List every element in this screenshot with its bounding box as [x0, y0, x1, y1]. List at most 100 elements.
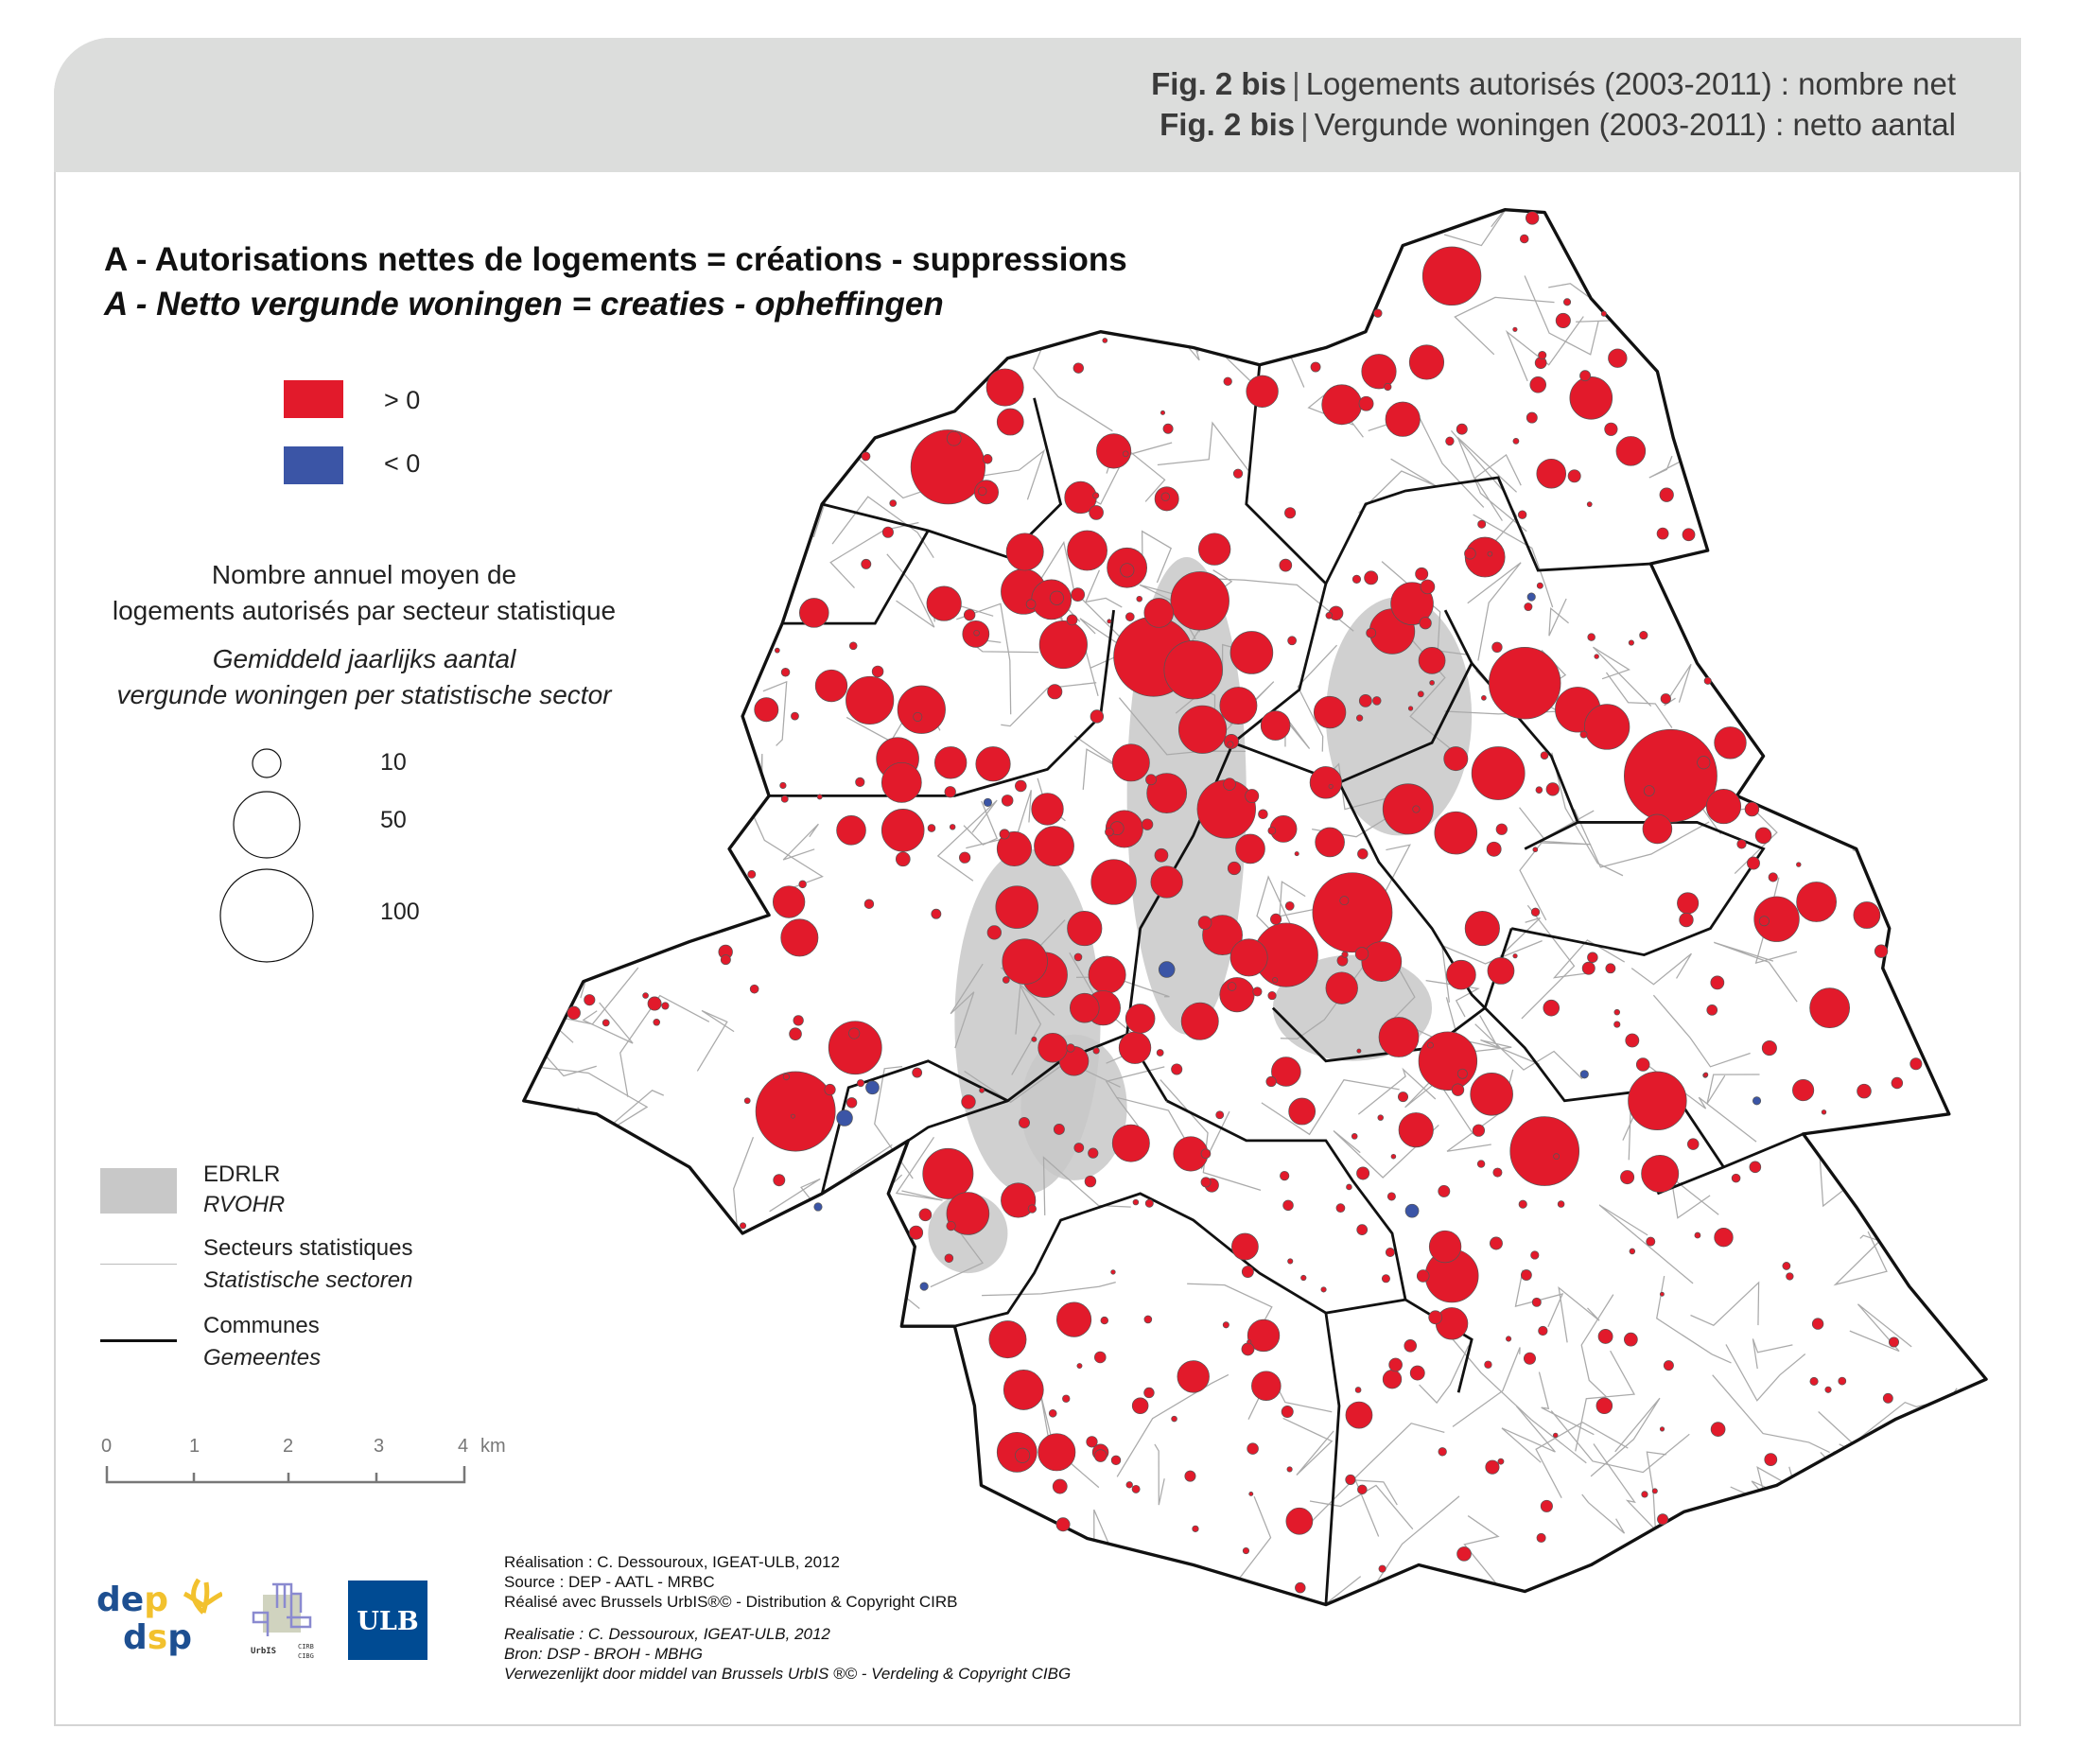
- positive-circle: [1536, 582, 1543, 589]
- positive-circle: [720, 954, 731, 966]
- positive-circle: [1557, 1200, 1565, 1208]
- sector-boundary: [1734, 807, 1778, 875]
- positive-circle: [895, 851, 911, 867]
- size-label-50: 50: [380, 807, 407, 833]
- sector-boundary: [1354, 1479, 1398, 1537]
- positive-circle: [1749, 1161, 1762, 1174]
- positive-circle: [846, 1097, 858, 1109]
- positive-circle: [1486, 841, 1502, 857]
- positive-circle: [1160, 410, 1165, 415]
- sector-boundary: [1580, 1294, 1614, 1398]
- positive-circle: [1641, 1491, 1648, 1498]
- sector-boundary: [1770, 424, 1833, 487]
- sector-boundary: [671, 1474, 768, 1528]
- positive-circle: [1385, 401, 1421, 437]
- positive-circle: [1171, 1415, 1177, 1423]
- positive-circle: [1485, 1459, 1500, 1475]
- sector-boundary: [1154, 1443, 1165, 1506]
- positive-circle: [1271, 1057, 1301, 1087]
- sector-boundary: [1646, 1451, 1666, 1529]
- positive-circle: [881, 809, 925, 852]
- positive-circle: [1002, 938, 1048, 985]
- legend-edrlr-fr: EDRLR: [203, 1161, 281, 1187]
- positive-circle: [1003, 1370, 1044, 1410]
- positive-circle: [1227, 861, 1242, 876]
- sector-boundary: [1431, 1314, 1587, 1464]
- size-label-10: 10: [380, 749, 407, 776]
- sector-boundary: [1922, 974, 1971, 1038]
- positive-circle: [1660, 693, 1671, 705]
- sector-boundary: [1933, 493, 1987, 637]
- positive-circle: [772, 885, 806, 918]
- positive-circle: [780, 918, 819, 957]
- positive-circle: [1247, 1339, 1252, 1345]
- positive-circle: [1398, 1112, 1434, 1148]
- positive-circle: [1260, 710, 1291, 741]
- positive-circle: [816, 794, 823, 800]
- sector-boundary: [1872, 262, 1980, 308]
- positive-circle: [1328, 783, 1334, 789]
- sector-boundary: [1358, 458, 1438, 514]
- legend-edrlr-swatch: [100, 1168, 177, 1214]
- scale-unit: km: [480, 1436, 506, 1457]
- positive-circle: [1451, 1083, 1465, 1096]
- positive-circle: [1358, 395, 1374, 411]
- sector-boundary: [715, 1489, 790, 1541]
- positive-circle: [1909, 1057, 1923, 1071]
- positive-circle: [1579, 730, 1588, 739]
- positive-circle: [1361, 354, 1397, 390]
- sector-boundary: [895, 1136, 943, 1201]
- legend-communes-line: [100, 1339, 177, 1342]
- positive-circle: [1364, 570, 1379, 585]
- sector-boundary: [1731, 628, 1854, 734]
- negative-circle: [1752, 1096, 1762, 1106]
- sector-boundary: [1552, 939, 1626, 979]
- positive-circle: [1382, 783, 1434, 835]
- positive-circle: [814, 669, 848, 703]
- dep-dsp-logo: dep dsp: [96, 1578, 222, 1657]
- scale-tick-1: 1: [189, 1436, 201, 1457]
- positive-circle: [1419, 617, 1432, 630]
- positive-circle: [1088, 1147, 1099, 1159]
- positive-circle: [944, 1253, 954, 1264]
- positive-circle: [861, 558, 872, 569]
- sector-boundary: [1079, 618, 1131, 669]
- sector-boundary: [699, 457, 744, 503]
- positive-circle: [1229, 631, 1274, 674]
- positive-circle: [1067, 910, 1103, 947]
- positive-circle: [836, 815, 866, 846]
- positive-circle: [1821, 1109, 1827, 1115]
- positive-circle: [1477, 519, 1487, 529]
- size-title-fr-2: logements autorisés par secteur statisti…: [112, 596, 617, 625]
- sector-boundary: [1306, 1576, 1362, 1605]
- sector-boundary: [1558, 1285, 1600, 1343]
- sector-boundary: [1781, 209, 1809, 286]
- positive-circle: [1197, 533, 1231, 566]
- positive-circle: [1235, 833, 1265, 865]
- positive-circle: [747, 869, 757, 879]
- sector-boundary: [1605, 672, 1673, 728]
- sector-boundary: [1141, 530, 1173, 584]
- positive-circle: [1170, 571, 1229, 631]
- sector-boundary: [1297, 644, 1338, 752]
- positive-circle: [1351, 1133, 1358, 1140]
- positive-circle: [1272, 977, 1279, 984]
- sector-boundary: [1706, 1074, 1760, 1105]
- positive-circle: [1341, 951, 1349, 958]
- positive-circle: [661, 1002, 670, 1010]
- title-nl-text: Vergunde woningen (2003-2011) : netto aa…: [1314, 107, 1956, 142]
- sector-boundary: [1203, 577, 1354, 632]
- positive-circle: [1407, 706, 1414, 711]
- sector-boundary: [1788, 742, 1880, 830]
- sector-boundary: [1443, 209, 1512, 247]
- positive-circle: [1386, 1192, 1396, 1201]
- positive-circle: [1490, 1236, 1503, 1250]
- sector-boundary: [582, 1002, 634, 1044]
- credit-verwezenlijkt: Verwezenlijkt door middel van Brussels U…: [504, 1665, 1072, 1683]
- positive-circle: [1281, 1406, 1294, 1419]
- positive-circle: [1429, 680, 1435, 686]
- positive-circle: [1438, 1184, 1451, 1197]
- positive-circle: [999, 829, 1010, 840]
- sector-boundary: [968, 448, 1046, 500]
- positive-circle: [1092, 492, 1100, 499]
